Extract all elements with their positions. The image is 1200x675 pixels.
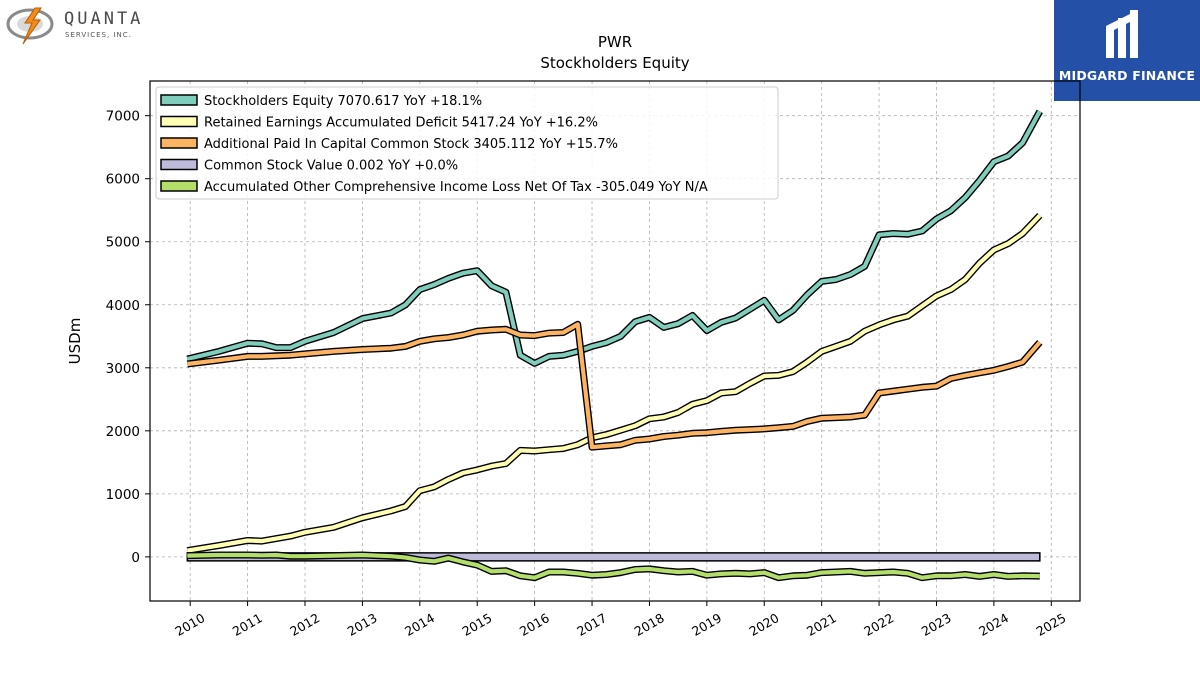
lightning-bolt-icon	[22, 7, 42, 45]
company-logo: QUANTA SERVICES, INC.	[4, 4, 154, 48]
legend-label: Stockholders Equity 7070.617 YoY +18.1%	[204, 94, 482, 109]
legend-label: Accumulated Other Comprehensive Income L…	[204, 180, 708, 195]
legend-label: Additional Paid In Capital Common Stock …	[204, 137, 618, 152]
x-tick-label: 2011	[230, 610, 265, 639]
x-tick-label: 2012	[287, 610, 322, 639]
series-3-line	[187, 322, 1042, 450]
x-tick-label: 2024	[976, 610, 1011, 639]
legend: Stockholders Equity 7070.617 YoY +18.1% R…	[155, 86, 779, 200]
legend-box	[155, 86, 779, 200]
brand-logo-text: MIDGARD FINANCE	[1058, 68, 1196, 83]
x-tick-label: 2016	[517, 610, 552, 639]
chart-title: PWR	[598, 33, 632, 51]
legend-swatch	[160, 158, 198, 171]
x-tick-label: 2023	[919, 610, 954, 639]
y-tick-label: 4000	[106, 298, 140, 314]
y-tick-label: 6000	[106, 172, 140, 188]
plot-frame	[149, 80, 1081, 602]
series-2-line	[186, 213, 1042, 553]
x-tick-label: 2022	[861, 610, 896, 639]
company-logo-subtitle: SERVICES, INC.	[65, 31, 132, 39]
x-tick-label: 2020	[746, 610, 781, 639]
y-tick-label: 7000	[106, 109, 140, 125]
x-tick-label: 2017	[574, 610, 609, 639]
x-tick-label: 2010	[172, 610, 207, 639]
y-tick-label: 2000	[106, 424, 140, 440]
x-tick-label: 2019	[689, 610, 724, 639]
x-tick-label: 2021	[804, 610, 839, 639]
y-tick-label: 0	[131, 550, 140, 566]
chart-subtitle: Stockholders Equity	[540, 54, 689, 72]
y-tick-label: 5000	[106, 235, 140, 251]
series-2-outline	[186, 212, 1043, 555]
x-tick-label: 2013	[345, 610, 380, 639]
y-axis-label: USDm	[66, 318, 84, 365]
company-logo-name: QUANTA	[64, 9, 143, 29]
legend-swatch	[160, 115, 198, 128]
x-tick-label: 2018	[632, 610, 667, 639]
legend-swatch	[160, 94, 198, 106]
legend-swatch	[160, 180, 198, 192]
series-5-line	[187, 552, 1040, 580]
brand-logo: MIDGARD FINANCE	[1054, 0, 1200, 101]
y-tick-label: 3000	[106, 361, 140, 377]
legend-label: Common Stock Value 0.002 YoY +0.0%	[204, 159, 458, 174]
midgard-emblem-icon	[1106, 10, 1138, 58]
legend-label: Retained Earnings Accumulated Deficit 54…	[204, 116, 598, 131]
x-tick-label: 2014	[402, 610, 437, 639]
series-layer	[186, 109, 1043, 582]
y-tick-label: 1000	[106, 487, 140, 503]
legend-swatch	[160, 137, 198, 149]
series-1-line	[186, 110, 1042, 366]
company-logo-ring	[6, 8, 54, 40]
series-4-band	[186, 552, 1041, 562]
x-tick-label: 2015	[459, 610, 494, 639]
x-tick-label: 2025	[1034, 610, 1069, 639]
